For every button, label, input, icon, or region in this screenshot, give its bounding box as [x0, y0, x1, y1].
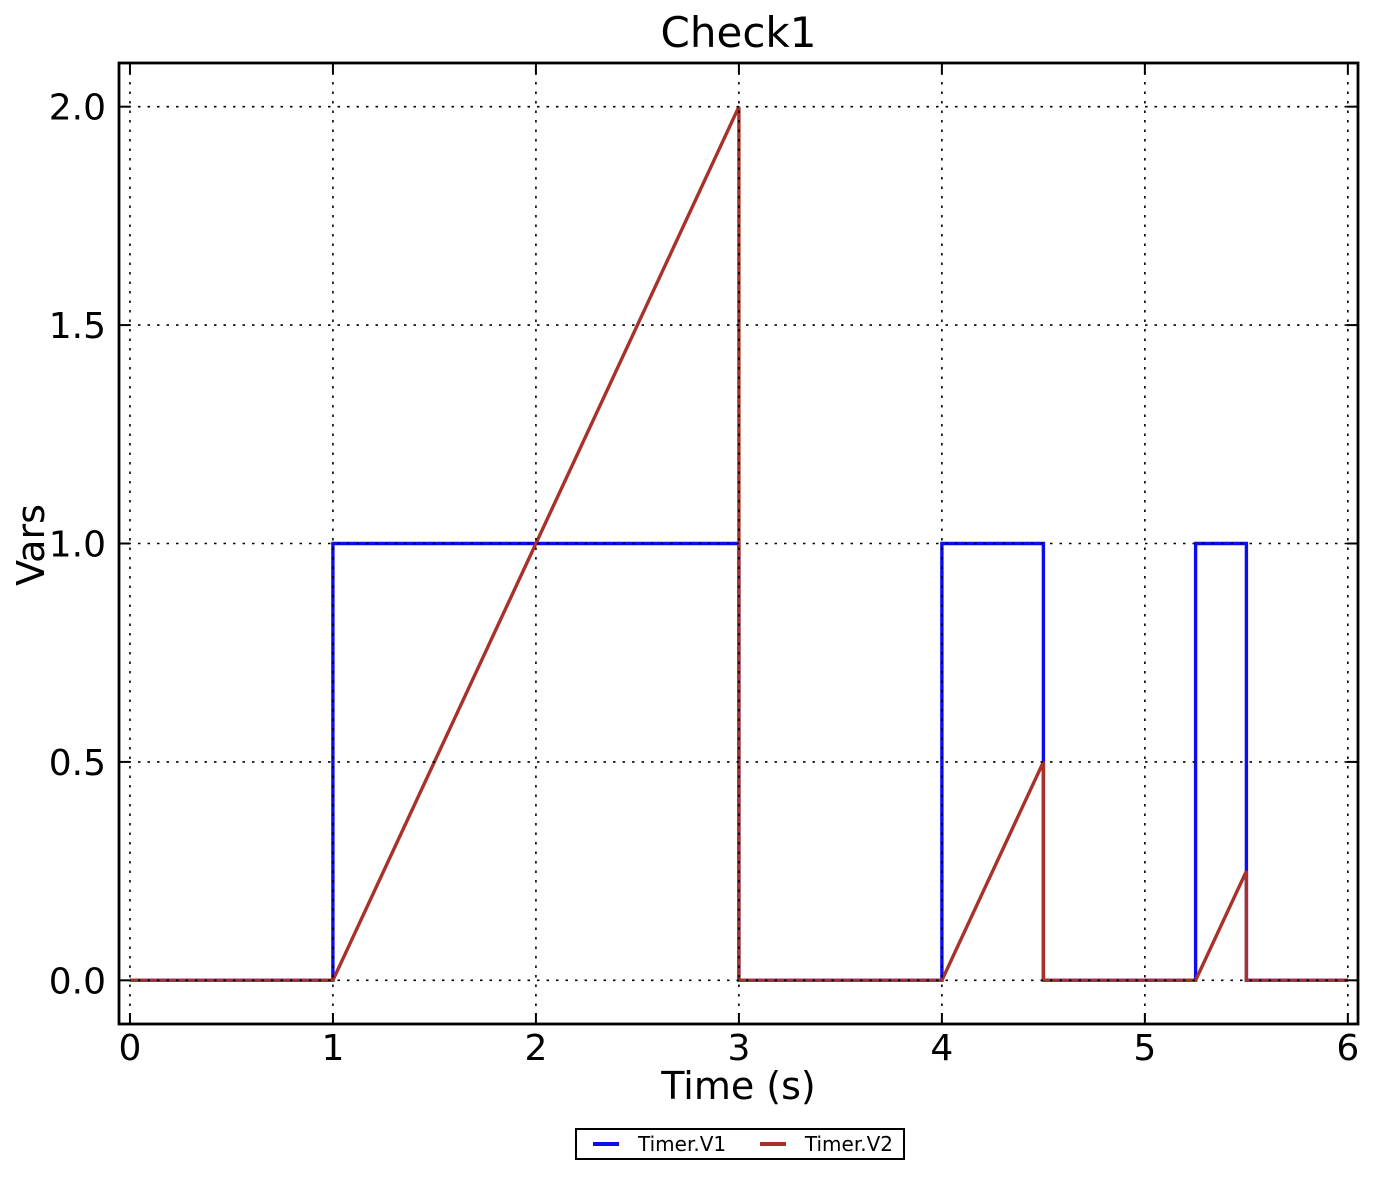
legend-label-timer-v1: Timer.V1: [638, 1132, 727, 1156]
legend: Timer.V1 Timer.V2: [575, 1128, 905, 1160]
x-tick-label-6: 6: [1336, 1028, 1359, 1069]
y-tick-label-2.0: 2.0: [49, 88, 106, 129]
series-line-timer-v1: [130, 541, 1348, 982]
legend-label-timer-v2: Timer.V2: [804, 1132, 893, 1156]
legend-item-timer-v1: Timer.V1: [593, 1132, 726, 1156]
x-axis-label: Time (s): [661, 1064, 816, 1108]
x-tick-label-2: 2: [524, 1028, 547, 1069]
y-tick-label-0.5: 0.5: [49, 743, 106, 784]
legend-line-sample-v1: [593, 1142, 619, 1146]
y-tick-label-1.5: 1.5: [49, 306, 106, 347]
x-tick-label-3: 3: [727, 1028, 750, 1069]
y-axis-label: Vars: [9, 504, 53, 586]
y-tick-label-0.0: 0.0: [49, 961, 106, 1002]
x-tick-label-5: 5: [1133, 1028, 1156, 1069]
x-tick-label-1: 1: [321, 1028, 344, 1069]
series-line-timer-v2: [130, 105, 1348, 982]
x-tick-label-4: 4: [930, 1028, 953, 1069]
y-tick-label-1.0: 1.0: [49, 525, 106, 566]
chart-title: Check1: [660, 8, 817, 57]
legend-item-timer-v2: Timer.V2: [759, 1132, 893, 1156]
legend-line-sample-v2: [759, 1142, 786, 1146]
x-tick-label-0: 0: [119, 1028, 142, 1069]
